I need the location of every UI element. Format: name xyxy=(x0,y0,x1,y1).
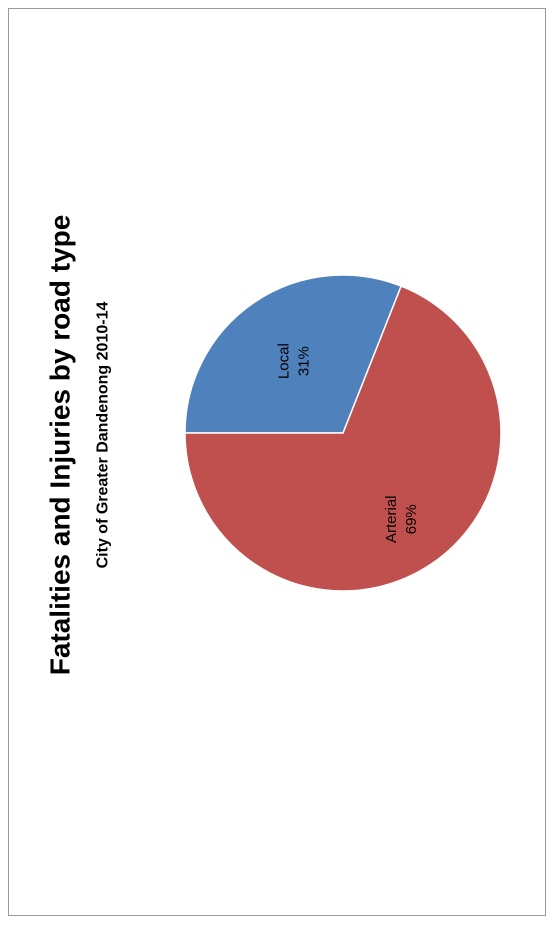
chart-subtitle: City of Greater Dandenong 2010-14 xyxy=(95,302,112,569)
slice-label: Arterial xyxy=(383,495,400,543)
chart-title: Fatalities and Injuries by road type xyxy=(45,215,76,676)
slice-label: Local xyxy=(276,343,293,379)
slice-value-label: 31% xyxy=(296,346,313,376)
pie-slice xyxy=(184,285,502,592)
slice-value-label: 69% xyxy=(403,504,420,534)
pie-slice xyxy=(184,274,403,434)
